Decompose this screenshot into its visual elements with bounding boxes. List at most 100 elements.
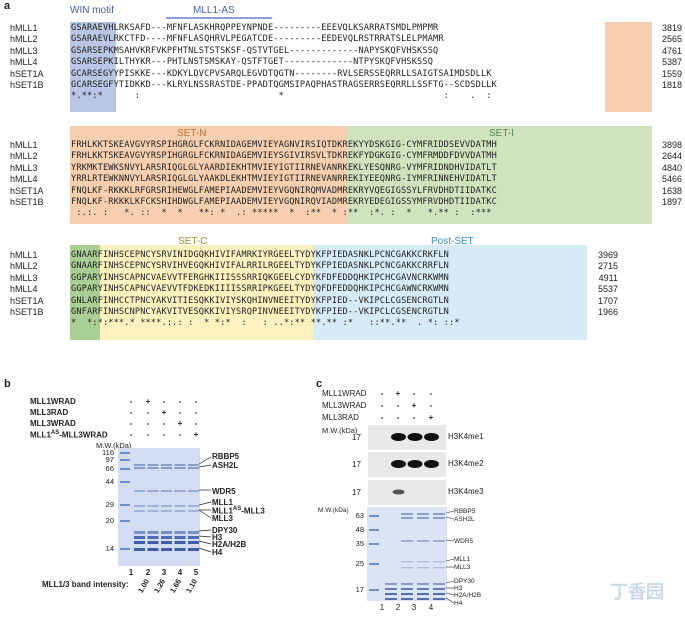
set-n-label: SET-N	[177, 128, 207, 139]
protein-band	[401, 561, 413, 563]
construct-sign: -	[146, 419, 150, 428]
sequence-name: hMLL2	[10, 151, 38, 162]
band-label: RBBP5	[454, 508, 476, 515]
protein-band	[385, 588, 397, 590]
mw-marker: 116	[102, 448, 114, 457]
construct-sign: -	[396, 401, 400, 410]
sequence-end-position: 4911	[598, 272, 618, 283]
construct-sign: -	[194, 419, 198, 428]
sequence-name: hMLL4	[10, 284, 38, 295]
blot-antibody-label: H3K4me1	[448, 432, 484, 441]
ladder-band	[369, 529, 379, 531]
protein-band	[161, 536, 172, 539]
blot-mw: 17	[352, 488, 361, 497]
mw-marker: 97	[105, 455, 114, 464]
construct-sign: -	[412, 389, 416, 398]
construct-label-text: MLL3RAD	[30, 408, 69, 417]
construct-sign: +	[161, 408, 167, 417]
construct-label: MLL1WRAD	[30, 397, 76, 406]
post-set-highlight	[313, 245, 587, 340]
sequence-residues: GSARSEPKILTHYKR---PHTLNSTSMSKAY-QSTFTGET…	[71, 57, 434, 68]
sequence-name: hSET1A	[10, 185, 44, 196]
sequence-end-position: 1707	[597, 295, 618, 306]
sequence-end-position: 5537	[597, 284, 618, 295]
protein-band	[417, 540, 429, 542]
protein-band	[401, 583, 413, 585]
protein-band	[417, 561, 429, 563]
construct-sign: -	[178, 408, 182, 417]
protein-band	[188, 505, 199, 507]
sequence-residues: FRHLKKTSKEAVGVYRSPIHGRGLFCKRNIDAGEMVIEYS…	[71, 151, 497, 162]
protein-band	[174, 548, 186, 551]
protein-band	[188, 490, 199, 492]
protein-band	[188, 541, 199, 544]
sequence-end-position: 4761	[661, 45, 682, 56]
protein-band	[134, 464, 145, 466]
construct-label-text: MLL3WRAD	[30, 419, 76, 428]
protein-band	[134, 536, 145, 539]
protein-band	[147, 548, 159, 551]
construct-sign: -	[412, 413, 416, 422]
blot-band	[391, 460, 406, 468]
protein-band	[417, 598, 429, 600]
ladder-band	[120, 520, 130, 522]
lane-number: 5	[193, 568, 199, 577]
protein-band	[174, 541, 186, 544]
western-blot-strip	[368, 480, 446, 505]
blot-band	[407, 433, 423, 441]
lane-number: 4	[428, 603, 434, 612]
ladder-band	[120, 481, 130, 483]
sequence-residues: GGPARYINHSCAPNCVAEVVTFERGHKIIISSSRRIQKGE…	[71, 272, 449, 283]
protein-band	[161, 505, 172, 507]
conservation-line: :.:. : *. :: * * **: * .: ***** * :** * …	[71, 208, 492, 219]
band-label: RBBP5	[212, 452, 240, 461]
sequence-residues: YRKMKTEWKSNVYLARSRIQGLGLYAARDIEKHTMVIEYI…	[71, 162, 497, 173]
protein-band	[147, 464, 159, 466]
blot-band	[407, 460, 423, 468]
post-set-label: Post-SET	[431, 236, 474, 247]
protein-band	[433, 567, 445, 569]
sequence-residues: GGPARYINHSCAPNCVAEVVTFDKEDKIIIISSRRIPKGE…	[71, 284, 449, 295]
ladder-band	[369, 543, 379, 545]
protein-band	[161, 467, 172, 469]
mw-marker: 63	[355, 511, 364, 520]
construct-sign: -	[178, 430, 182, 439]
blot-mw: 17	[352, 460, 361, 469]
set-c-label: SET-C	[178, 236, 208, 247]
construct-sign: +	[395, 389, 401, 398]
construct-label: MLL3WRAD	[322, 401, 367, 410]
mll1-as-label: MLL1-AS	[193, 5, 235, 16]
mw-marker: 29	[105, 500, 114, 509]
construct-sign: +	[411, 401, 417, 410]
band-label-tail: -MLL3	[241, 506, 265, 516]
protein-band	[174, 490, 186, 492]
construct-label: MLL3WRAD	[30, 419, 76, 428]
lane-number: 1	[379, 603, 385, 612]
mw-marker: 14	[105, 544, 114, 553]
protein-band	[417, 593, 429, 595]
block1-orange-highlight	[605, 22, 652, 112]
band-label: H4	[454, 600, 463, 607]
panel-b-letter: b	[4, 378, 11, 390]
construct-label-superscript: AS	[50, 430, 60, 436]
protein-band	[417, 567, 429, 569]
lane-number: 1	[128, 568, 134, 577]
win-motif-highlight	[70, 22, 116, 112]
sequence-end-position: 5466	[661, 174, 682, 185]
panel-b-gel	[118, 448, 200, 566]
construct-label-tail: -MLL3WRAD	[59, 430, 108, 440]
protein-band	[433, 540, 445, 542]
ladder-band	[369, 515, 379, 517]
sequence-residues: GNFARFINHSCNPNCYAKVITVESQKKIVIYSRQPINVNE…	[71, 307, 449, 317]
blot-antibody-label: H3K4me3	[448, 487, 484, 496]
lane-number: 2	[145, 568, 151, 577]
protein-band	[401, 598, 413, 600]
western-blot-strip	[368, 452, 446, 477]
protein-band	[188, 467, 199, 469]
protein-band	[417, 588, 429, 590]
panel-b-mw-header: M.W.(kDa)	[96, 441, 132, 450]
lane-number: 2	[395, 603, 401, 612]
protein-band	[161, 464, 172, 466]
protein-band	[134, 467, 145, 469]
sequence-end-position: 2715	[597, 261, 618, 272]
